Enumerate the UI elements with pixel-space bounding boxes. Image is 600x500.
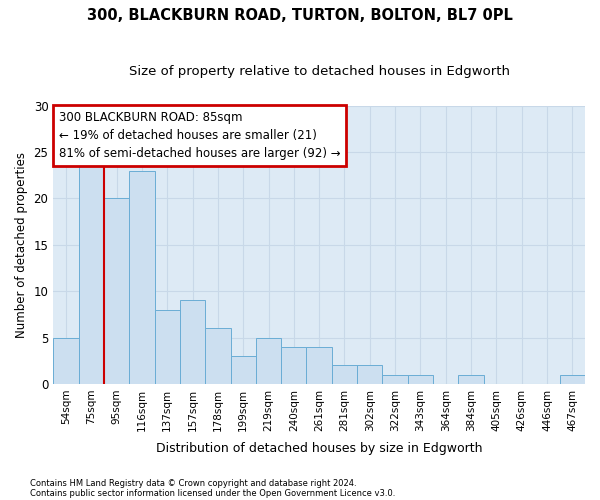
Bar <box>79 152 104 384</box>
Bar <box>560 374 585 384</box>
Bar <box>256 338 281 384</box>
Title: Size of property relative to detached houses in Edgworth: Size of property relative to detached ho… <box>128 65 509 78</box>
Text: Contains public sector information licensed under the Open Government Licence v3: Contains public sector information licen… <box>30 488 395 498</box>
X-axis label: Distribution of detached houses by size in Edgworth: Distribution of detached houses by size … <box>156 442 482 455</box>
Text: 300, BLACKBURN ROAD, TURTON, BOLTON, BL7 0PL: 300, BLACKBURN ROAD, TURTON, BOLTON, BL7… <box>87 8 513 22</box>
Bar <box>307 347 332 384</box>
Bar <box>332 366 357 384</box>
Y-axis label: Number of detached properties: Number of detached properties <box>15 152 28 338</box>
Bar <box>53 338 79 384</box>
Bar <box>104 198 129 384</box>
Bar <box>281 347 307 384</box>
Bar <box>408 374 433 384</box>
Text: Contains HM Land Registry data © Crown copyright and database right 2024.: Contains HM Land Registry data © Crown c… <box>30 478 356 488</box>
Bar <box>205 328 230 384</box>
Bar <box>155 310 180 384</box>
Bar <box>180 300 205 384</box>
Bar <box>458 374 484 384</box>
Text: 300 BLACKBURN ROAD: 85sqm
← 19% of detached houses are smaller (21)
81% of semi-: 300 BLACKBURN ROAD: 85sqm ← 19% of detac… <box>59 111 340 160</box>
Bar <box>382 374 408 384</box>
Bar <box>357 366 382 384</box>
Bar <box>230 356 256 384</box>
Bar <box>129 170 155 384</box>
